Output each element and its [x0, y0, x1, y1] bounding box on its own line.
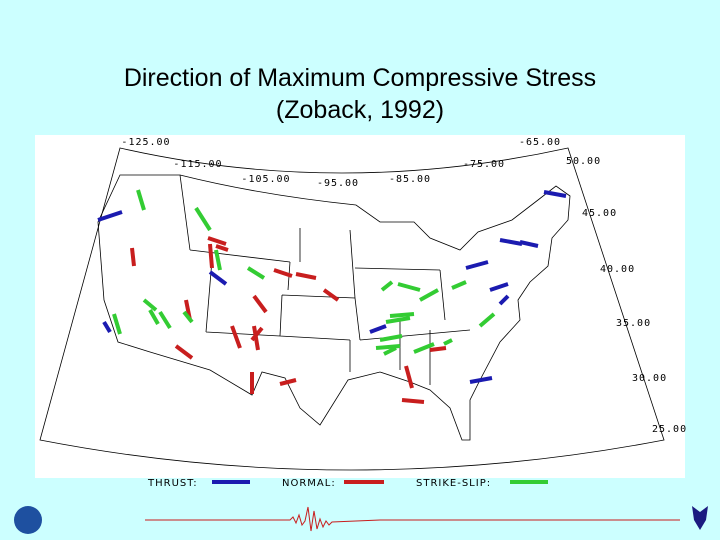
- lat-label: 40.00: [600, 264, 635, 275]
- lon-label: -115.00: [173, 159, 222, 170]
- legend-label: NORMAL:: [282, 478, 336, 489]
- lat-label: 25.00: [652, 424, 687, 435]
- map-panel: [35, 135, 685, 478]
- logo-right: [692, 506, 708, 530]
- lat-label: 30.00: [632, 373, 667, 384]
- lon-label: -105.00: [241, 174, 290, 185]
- seismogram: [145, 506, 680, 532]
- lon-label: -65.00: [519, 137, 561, 148]
- title-line: (Zoback, 1992): [275, 96, 445, 124]
- lon-label: -95.00: [317, 178, 359, 189]
- lat-label: 35.00: [616, 318, 651, 329]
- legend-label: THRUST:: [147, 478, 198, 489]
- map-outline: [39, 147, 665, 471]
- stress-bars: [97, 189, 567, 404]
- coordinate-labels: -125.00-115.00 -105.00 -95.00 -85.00 -75.00 -…: [121, 137, 687, 489]
- logo-left: [14, 506, 42, 534]
- lon-label: -85.00: [389, 174, 431, 185]
- legend-label: STRIKE-SLIP:: [416, 478, 491, 489]
- title-line: Direction of Maximum Compressive Stress: [123, 64, 597, 92]
- lat-label: 45.00: [582, 208, 617, 219]
- lon-label: -75.00: [463, 159, 505, 170]
- lon-label: -125.00: [121, 137, 170, 148]
- lat-label: 50.00: [566, 156, 601, 167]
